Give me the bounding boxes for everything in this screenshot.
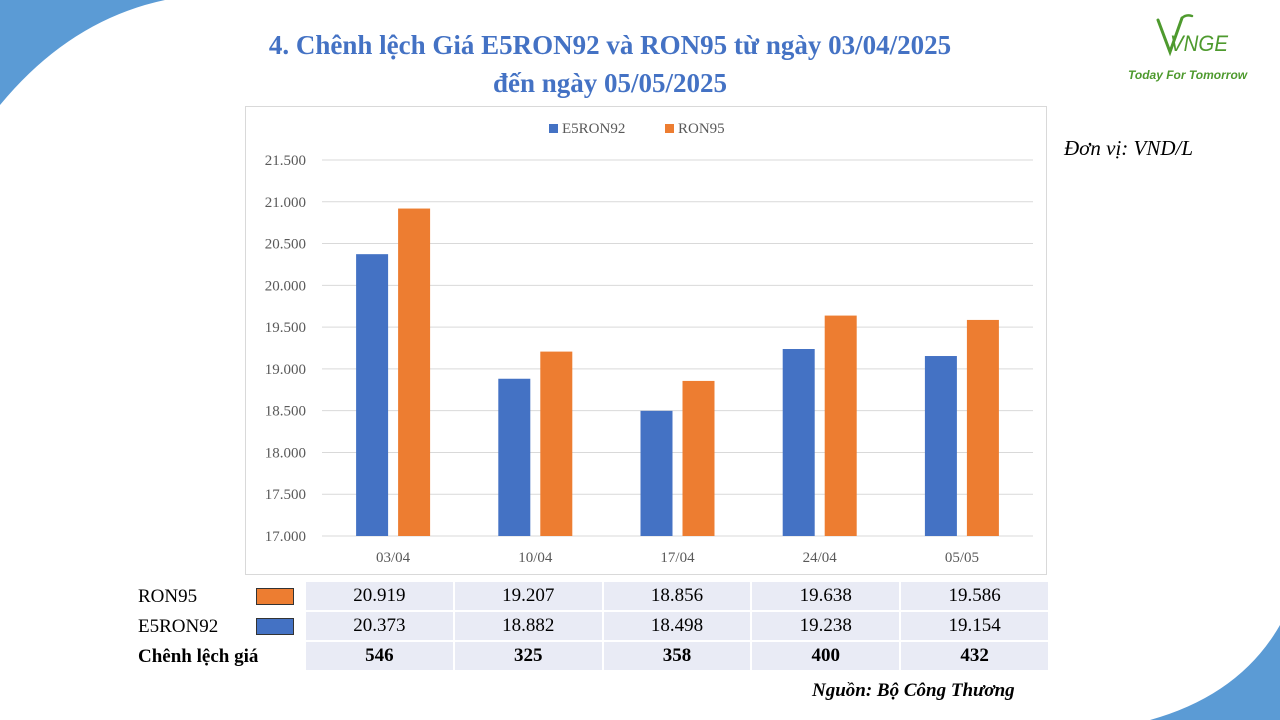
row-label-text: Chênh lệch giá bbox=[138, 646, 259, 667]
top-left-corner-decoration bbox=[0, 0, 165, 105]
bars bbox=[356, 208, 999, 536]
table-cell: 19.154 bbox=[899, 612, 1048, 642]
bar-e5ron92-10-04 bbox=[498, 378, 531, 536]
y-tick-label: 21.000 bbox=[265, 195, 306, 211]
bar-ron95-24-04 bbox=[824, 315, 857, 536]
bar-e5ron92-03-04 bbox=[356, 254, 389, 536]
x-tick-label: 24/04 bbox=[803, 550, 838, 566]
y-tick-label: 17.500 bbox=[265, 487, 306, 503]
x-tick-label: 05/05 bbox=[945, 550, 979, 566]
table-row: RON95 20.919 19.207 18.856 19.638 19.586 bbox=[138, 582, 1048, 612]
legend-key-swatch bbox=[256, 588, 294, 605]
y-tick-label: 21.500 bbox=[265, 153, 306, 169]
y-tick-label: 17.000 bbox=[265, 529, 306, 545]
bottom-right-corner-decoration bbox=[1150, 625, 1280, 720]
x-axis-tick-labels: 03/04 10/04 17/04 24/04 05/05 bbox=[376, 550, 979, 566]
logo-text: VNGE bbox=[1170, 31, 1228, 56]
table-cell: 18.882 bbox=[452, 612, 602, 642]
legend: E5RON92 RON95 bbox=[549, 121, 725, 137]
y-tick-label: 20.500 bbox=[265, 237, 306, 253]
x-tick-label: 03/04 bbox=[376, 550, 411, 566]
bar-ron95-05-05 bbox=[966, 319, 999, 536]
bar-ron95-03-04 bbox=[398, 208, 431, 536]
logo-mark: VNGE bbox=[1156, 14, 1228, 57]
table-row-label: RON95 bbox=[138, 582, 304, 612]
row-label-text: E5RON92 bbox=[138, 616, 219, 637]
y-tick-label: 18.500 bbox=[265, 404, 306, 420]
bar-ron95-10-04 bbox=[540, 351, 573, 536]
table-cell: 19.207 bbox=[452, 582, 602, 612]
legend-key-swatch bbox=[256, 618, 294, 635]
y-tick-label: 19.500 bbox=[265, 320, 306, 336]
legend-swatch-e5ron92 bbox=[549, 124, 558, 133]
row-label-text: RON95 bbox=[138, 586, 198, 607]
title-line-2: đến ngày 05/05/2025 bbox=[492, 68, 728, 98]
bar-e5ron92-24-04 bbox=[782, 349, 815, 536]
table-row: Chênh lệch giá 546 325 358 400 432 bbox=[138, 642, 1048, 672]
y-axis-tick-labels: 17.000 17.500 18.000 18.500 19.000 19.500 20.0… bbox=[265, 153, 306, 545]
vnge-logo: VNGE Today For Tomorrow bbox=[1118, 14, 1268, 84]
bar-ron95-17-04 bbox=[682, 380, 715, 536]
table-cell: 325 bbox=[452, 642, 602, 672]
table-cell: 18.856 bbox=[601, 582, 751, 612]
table-cell: 20.373 bbox=[304, 612, 453, 642]
table-cell: 19.238 bbox=[750, 612, 900, 642]
table-row-label: Chênh lệch giá bbox=[138, 642, 304, 672]
chart-area: 17.000 17.500 18.000 18.500 19.000 19.500 20.0… bbox=[245, 106, 1047, 575]
table-cell: 546 bbox=[304, 642, 453, 672]
table-row-label: E5RON92 bbox=[138, 612, 304, 642]
table-cell: 400 bbox=[750, 642, 900, 672]
legend-label-e5ron92: E5RON92 bbox=[562, 121, 625, 137]
title-line-1: 4. Chênh lệch Giá E5RON92 và RON95 từ ng… bbox=[268, 30, 952, 60]
bar-e5ron92-05-05 bbox=[924, 356, 957, 536]
logo-tagline: Today For Tomorrow bbox=[1128, 68, 1248, 82]
table-cell: 18.498 bbox=[601, 612, 751, 642]
table-cell: 19.586 bbox=[899, 582, 1048, 612]
x-tick-label: 17/04 bbox=[660, 550, 695, 566]
table-cell: 358 bbox=[601, 642, 751, 672]
table-row: E5RON92 20.373 18.882 18.498 19.238 19.154 bbox=[138, 612, 1048, 642]
legend-swatch-ron95 bbox=[665, 124, 674, 133]
source-note: Nguồn: Bộ Công Thương bbox=[812, 680, 1015, 701]
x-tick-label: 10/04 bbox=[518, 550, 553, 566]
bar-e5ron92-17-04 bbox=[640, 410, 673, 536]
bar-chart: 17.000 17.500 18.000 18.500 19.000 19.500 20.0… bbox=[265, 121, 1033, 566]
table-cell: 432 bbox=[899, 642, 1048, 672]
y-tick-label: 19.000 bbox=[265, 362, 306, 378]
y-tick-label: 18.000 bbox=[265, 445, 306, 461]
y-tick-label: 20.000 bbox=[265, 278, 306, 294]
unit-label: Đơn vị: VND/L bbox=[1064, 136, 1194, 160]
legend-label-ron95: RON95 bbox=[678, 121, 725, 137]
grid-lines bbox=[322, 159, 1033, 537]
table-cell: 19.638 bbox=[750, 582, 900, 612]
data-table: RON95 20.919 19.207 18.856 19.638 19.586 E5RON… bbox=[138, 582, 1048, 672]
page-title: 4. Chênh lệch Giá E5RON92 và RON95 từ ng… bbox=[200, 26, 1020, 102]
table-cell: 20.919 bbox=[304, 582, 453, 612]
